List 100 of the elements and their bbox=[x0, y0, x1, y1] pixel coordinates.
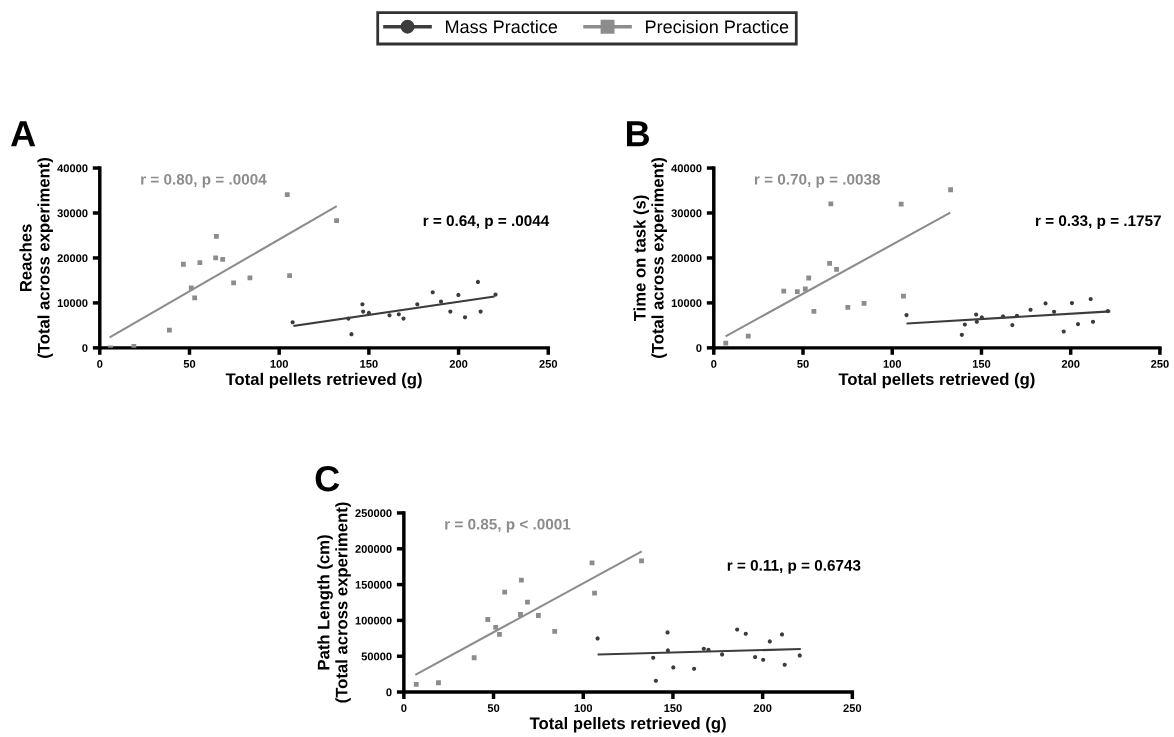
y-tick-label: 40000 bbox=[671, 164, 702, 173]
x-axis-title: Total pellets retrieved (g) bbox=[529, 716, 726, 733]
point bbox=[979, 315, 984, 320]
x-tick-label: 100 bbox=[270, 359, 288, 368]
y-axis-title: Time on task (s) (Total across experiment) bbox=[633, 157, 667, 358]
point bbox=[904, 313, 909, 318]
y-tick-label: 200000 bbox=[355, 545, 392, 553]
point bbox=[366, 310, 371, 315]
y-tick-label: 50000 bbox=[361, 652, 392, 661]
point bbox=[671, 665, 676, 670]
text: C bbox=[315, 465, 340, 492]
point bbox=[396, 312, 401, 317]
x-tick-label: 50 bbox=[797, 359, 809, 368]
point bbox=[502, 589, 508, 595]
point bbox=[485, 617, 491, 622]
point bbox=[1028, 307, 1033, 312]
text: B bbox=[626, 121, 650, 147]
point bbox=[651, 655, 656, 660]
point bbox=[525, 599, 530, 605]
point bbox=[653, 678, 658, 683]
point bbox=[745, 333, 751, 339]
point bbox=[720, 652, 725, 657]
point bbox=[349, 332, 354, 337]
point bbox=[701, 646, 706, 651]
point bbox=[401, 316, 406, 321]
point bbox=[334, 218, 339, 224]
point bbox=[415, 302, 420, 307]
point bbox=[287, 273, 292, 279]
annotation: r = 0.70, p = .0038 bbox=[754, 173, 881, 188]
point bbox=[475, 279, 481, 284]
point bbox=[828, 201, 834, 207]
y-tick-label: 10000 bbox=[671, 299, 702, 308]
point bbox=[413, 681, 419, 687]
x-tick-label: 50 bbox=[183, 359, 196, 368]
point bbox=[767, 639, 772, 644]
y-tick-label: 20000 bbox=[57, 254, 88, 263]
point bbox=[1000, 314, 1006, 319]
point bbox=[552, 629, 558, 634]
x-tick-label: 0 bbox=[711, 359, 717, 368]
x-tick-label: 0 bbox=[401, 704, 407, 713]
point bbox=[794, 289, 800, 295]
x-tick-label: 50 bbox=[487, 704, 500, 713]
point bbox=[493, 625, 499, 630]
point bbox=[639, 558, 644, 564]
x-axis-title: Total pellets retrieved (g) bbox=[225, 372, 422, 389]
point bbox=[974, 312, 979, 317]
x-tick-label: 200 bbox=[1061, 359, 1080, 368]
x-tick-label: 250 bbox=[539, 359, 558, 368]
x-tick-label: 100 bbox=[574, 704, 593, 713]
y-tick-label: 30000 bbox=[57, 209, 88, 218]
annotation: r = 0.11, p = 0.6743 bbox=[727, 559, 861, 574]
legend-label: Mass Practice bbox=[446, 19, 558, 34]
point bbox=[438, 299, 444, 304]
point bbox=[761, 657, 766, 662]
point bbox=[213, 233, 219, 239]
annotation: r = 0.85, p < .0001 bbox=[445, 518, 571, 533]
point bbox=[692, 666, 697, 671]
point bbox=[827, 260, 833, 266]
point bbox=[743, 631, 748, 636]
point bbox=[1105, 309, 1110, 314]
point bbox=[518, 577, 524, 583]
x-tick-label: 100 bbox=[883, 359, 902, 368]
point bbox=[974, 319, 979, 324]
point bbox=[1069, 301, 1075, 306]
annotation: r = 0.33, p = .1757 bbox=[1036, 215, 1161, 230]
y-tick-label: 100000 bbox=[355, 616, 392, 625]
point bbox=[845, 305, 851, 310]
y-tick-label: 10000 bbox=[57, 299, 88, 308]
point bbox=[1090, 319, 1096, 324]
y-tick-label: 250000 bbox=[355, 509, 392, 518]
point bbox=[535, 613, 541, 618]
point bbox=[361, 309, 366, 314]
y-tick-label: 20000 bbox=[671, 254, 702, 263]
point bbox=[1014, 313, 1020, 318]
x-tick-label: 250 bbox=[843, 704, 862, 713]
point bbox=[706, 647, 711, 652]
x-tick-label: 150 bbox=[664, 704, 682, 713]
x-tick-label: 250 bbox=[1151, 359, 1169, 368]
point bbox=[220, 256, 226, 262]
point bbox=[735, 627, 740, 632]
point bbox=[1088, 296, 1093, 302]
point bbox=[834, 266, 839, 272]
point bbox=[197, 260, 203, 266]
point bbox=[1010, 323, 1015, 328]
x-tick-label: 200 bbox=[449, 359, 468, 368]
point bbox=[665, 630, 670, 635]
x-axis-title: Total pellets retrieved (g) bbox=[838, 372, 1035, 389]
point bbox=[592, 590, 597, 596]
point bbox=[462, 315, 468, 320]
point bbox=[387, 313, 392, 318]
text: A bbox=[10, 121, 36, 147]
point bbox=[959, 332, 964, 337]
point bbox=[723, 340, 729, 346]
x-tick-label: 0 bbox=[97, 359, 103, 368]
point bbox=[779, 632, 785, 637]
y-tick-label: 30000 bbox=[671, 209, 702, 218]
point bbox=[290, 320, 295, 325]
point bbox=[1075, 322, 1081, 327]
point bbox=[360, 302, 365, 307]
point bbox=[284, 192, 290, 198]
